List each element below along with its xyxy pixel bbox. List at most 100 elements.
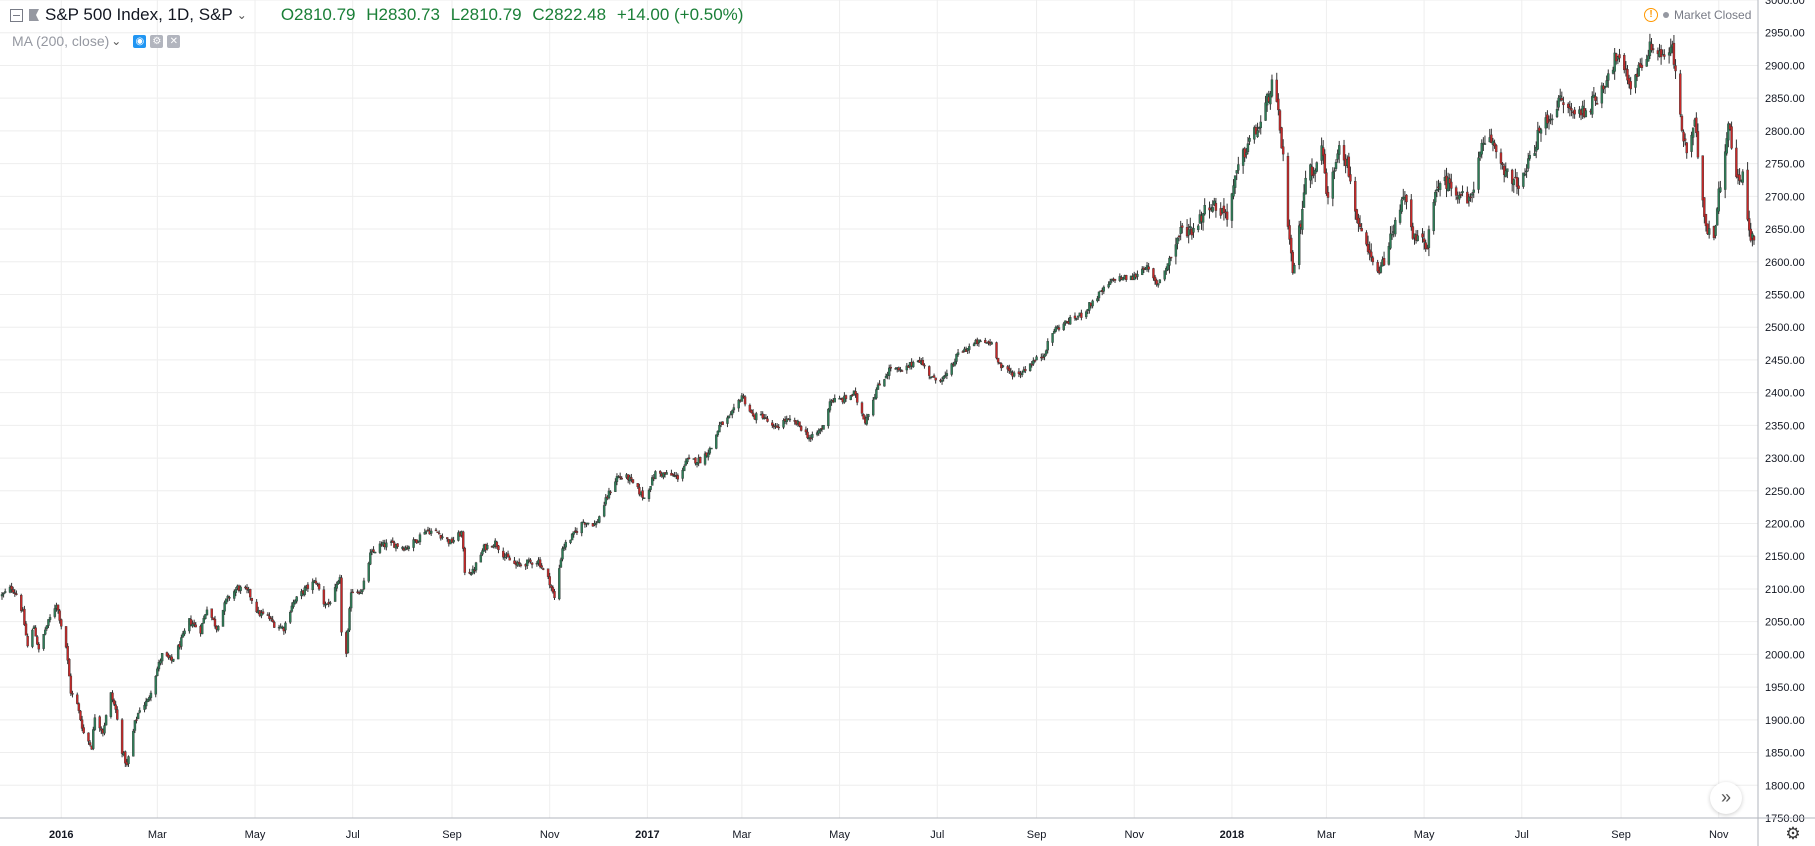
candle [865, 413, 868, 426]
candle-body [1030, 364, 1033, 366]
candle-body [761, 413, 764, 419]
candle-body [995, 342, 998, 359]
warning-icon[interactable]: ! [1644, 8, 1658, 22]
candle-body [558, 568, 561, 600]
candle-body [1470, 193, 1474, 196]
x-tick-label: Sep [1611, 829, 1631, 841]
candle [1493, 139, 1496, 149]
candle [876, 382, 880, 390]
candle-body [923, 364, 926, 367]
candle-body [1512, 179, 1515, 186]
candle-body [31, 629, 34, 647]
gear-icon[interactable]: ⚙ [150, 34, 164, 48]
candle-body [694, 457, 697, 464]
close-icon[interactable]: ✕ [167, 34, 181, 48]
gear-icon[interactable]: ⚙ [1785, 824, 1801, 843]
candle [1536, 121, 1540, 151]
candle [899, 366, 902, 373]
candle-body [225, 598, 228, 604]
candle [127, 755, 130, 767]
candle [1179, 220, 1182, 241]
study-label[interactable]: MA (200, close) [12, 33, 110, 49]
candle [843, 392, 846, 404]
candle [602, 501, 606, 518]
candle [785, 415, 788, 425]
candle [526, 559, 529, 569]
candle [317, 582, 321, 591]
collapse-icon[interactable] [10, 8, 23, 22]
candle [486, 542, 489, 551]
candle [346, 628, 350, 654]
candle-body [333, 587, 337, 602]
candle [12, 586, 15, 594]
candle-body [1113, 278, 1117, 281]
candle-body [228, 596, 231, 599]
candle-body [1517, 185, 1520, 189]
candle [1054, 325, 1057, 333]
scroll-to-realtime-button[interactable]: » [1710, 782, 1742, 814]
candle [98, 715, 101, 732]
candle-body [990, 342, 993, 345]
candle-body [732, 407, 736, 411]
candle-body [372, 549, 375, 552]
candle-body [170, 656, 173, 661]
candle [111, 690, 114, 703]
candle-body [1147, 266, 1150, 270]
candle [303, 585, 306, 597]
candle [1322, 140, 1325, 165]
candle [109, 692, 113, 719]
candle [687, 454, 691, 460]
candle [1650, 38, 1653, 53]
candle [1280, 126, 1283, 149]
candle [1562, 96, 1565, 114]
candle-body [135, 719, 138, 721]
candle [1514, 168, 1517, 179]
candle-body [580, 522, 583, 534]
candle-body [1494, 145, 1498, 153]
candle [695, 462, 699, 468]
chevron-down-icon[interactable]: ⌄ [236, 8, 247, 22]
chevron-down-icon[interactable]: ⌄ [111, 34, 122, 48]
candle [503, 552, 507, 561]
candle-body [615, 476, 619, 482]
x-tick-label: May [1414, 829, 1435, 841]
candle [686, 457, 689, 465]
candle-body [1189, 226, 1192, 229]
candle [1158, 279, 1162, 284]
candle-body [176, 645, 180, 660]
candle [20, 593, 23, 613]
candle [221, 609, 225, 627]
candle-body [737, 399, 740, 409]
candle-body [1405, 194, 1408, 203]
candle [24, 621, 28, 636]
symbol-title[interactable]: S&P 500 Index, 1D, S&P [45, 5, 233, 24]
candle-body [183, 630, 186, 635]
candle-body [1096, 298, 1099, 302]
candle [1613, 47, 1616, 80]
y-tick-label: 2900.00 [1765, 60, 1805, 72]
candle-body [572, 531, 575, 535]
candle [1277, 93, 1280, 116]
candle-body [1044, 350, 1048, 355]
candle [1096, 295, 1099, 303]
candle-body [311, 581, 314, 591]
y-tick-label: 2650.00 [1765, 224, 1805, 236]
candle [1235, 170, 1238, 181]
candle [799, 425, 803, 432]
candle [1141, 266, 1144, 276]
candle-body [1450, 181, 1453, 189]
candle-body [950, 363, 953, 375]
candle [1637, 62, 1640, 77]
eye-icon[interactable]: ◉ [133, 34, 147, 48]
candle [124, 750, 127, 767]
candle [1547, 115, 1551, 130]
candle-body [535, 562, 539, 565]
candle-body [1001, 365, 1005, 367]
candle-body [570, 533, 574, 541]
candle [1640, 57, 1644, 71]
y-tick-label: 2850.00 [1765, 93, 1805, 105]
candle-body [1235, 170, 1238, 174]
candle [502, 547, 505, 560]
candle [1088, 302, 1091, 314]
